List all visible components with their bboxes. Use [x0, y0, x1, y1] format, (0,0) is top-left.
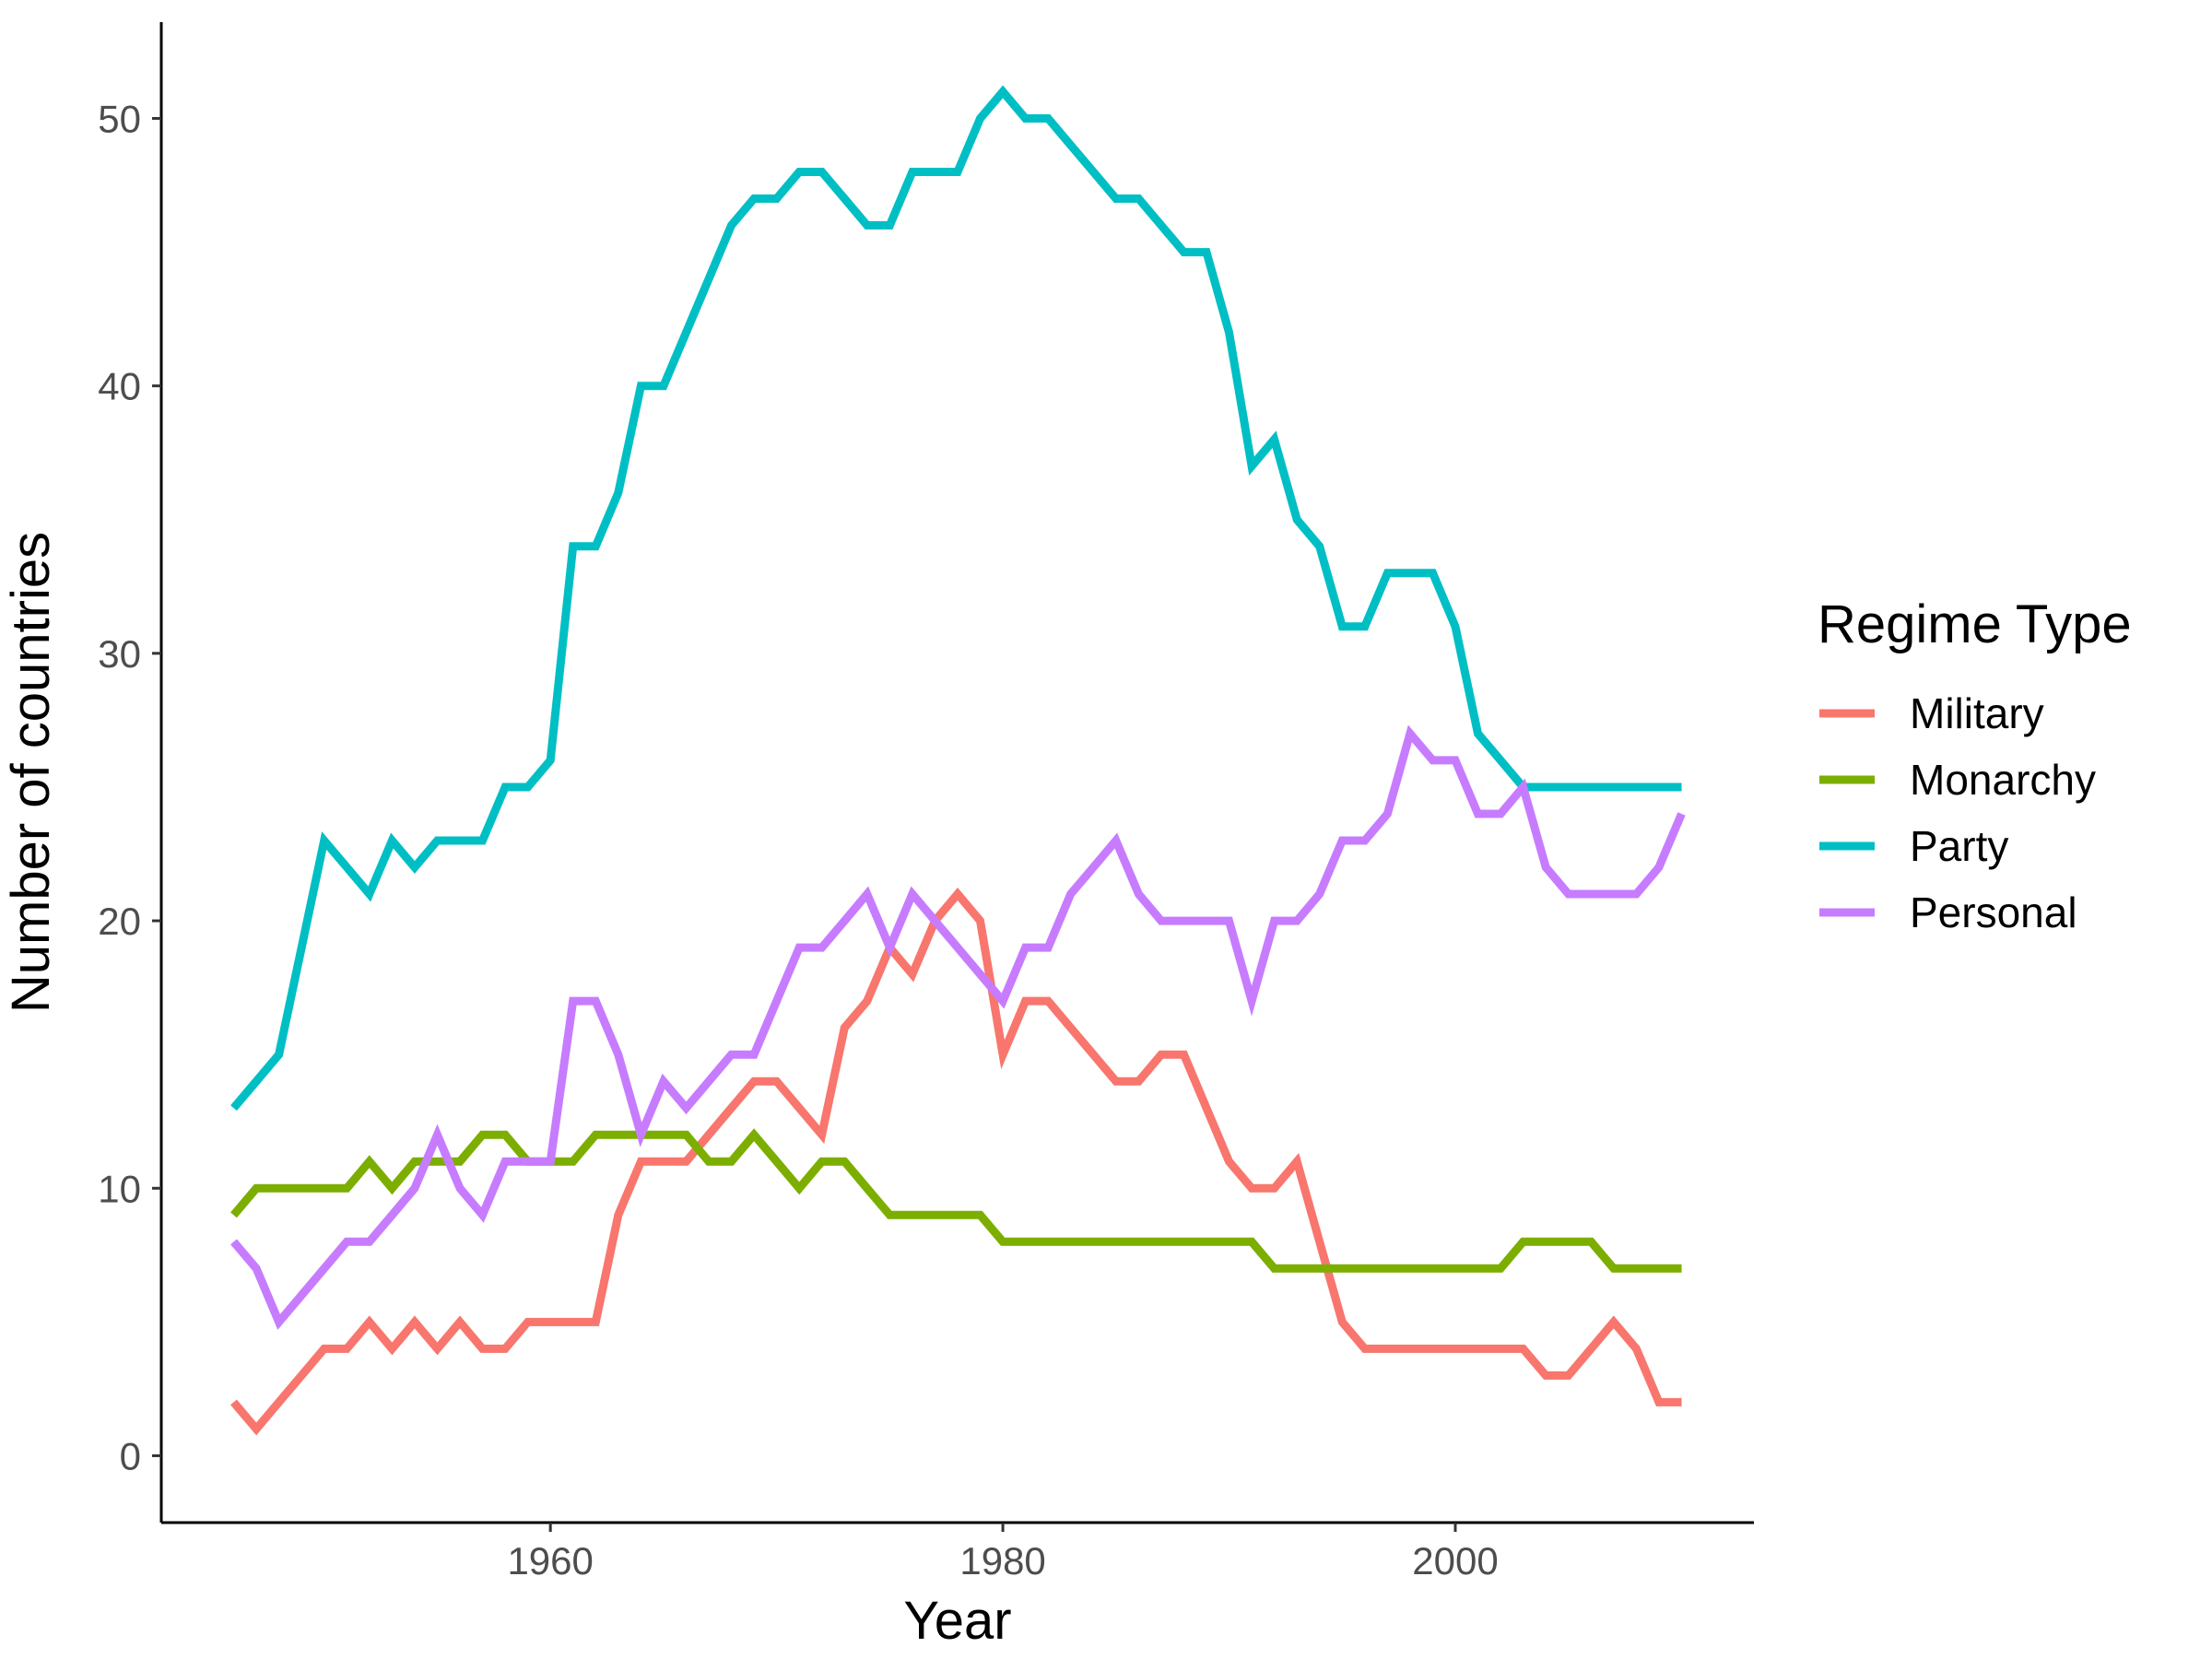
- x-axis-ticks: 1960 1980 2000: [507, 1523, 1499, 1583]
- series-line-party: [230, 85, 1682, 1112]
- legend-label-personal: Personal: [1910, 888, 2077, 936]
- y-tick-label: 40: [98, 365, 141, 408]
- y-tick-label: 10: [98, 1167, 141, 1210]
- y-axis-title: Number of countries: [1, 532, 61, 1013]
- legend-title: Regime Type: [1818, 594, 2132, 654]
- y-tick-label: 20: [98, 900, 141, 943]
- legend-label-military: Military: [1910, 689, 2044, 737]
- x-tick-label: 1980: [959, 1539, 1045, 1583]
- legend-label-monarchy: Monarchy: [1910, 756, 2096, 804]
- series-line-personal: [230, 724, 1686, 1330]
- x-tick-label: 1960: [507, 1539, 593, 1583]
- series-layer: [230, 85, 1686, 1436]
- y-axis-ticks: 0 10 20 30 40 50: [98, 97, 161, 1477]
- y-tick-label: 0: [120, 1434, 141, 1477]
- legend: Regime Type Military Monarchy Party Persona…: [1818, 594, 2132, 936]
- y-tick-label: 30: [98, 632, 141, 676]
- series-line-military: [230, 888, 1682, 1436]
- legend-label-party: Party: [1910, 822, 2008, 870]
- x-axis-title: Year: [903, 1591, 1011, 1651]
- legend-items: Military Monarchy Party Personal: [1819, 689, 2096, 936]
- x-tick-label: 2000: [1412, 1539, 1498, 1583]
- y-tick-label: 50: [98, 97, 141, 140]
- series-line-monarchy: [230, 1128, 1682, 1273]
